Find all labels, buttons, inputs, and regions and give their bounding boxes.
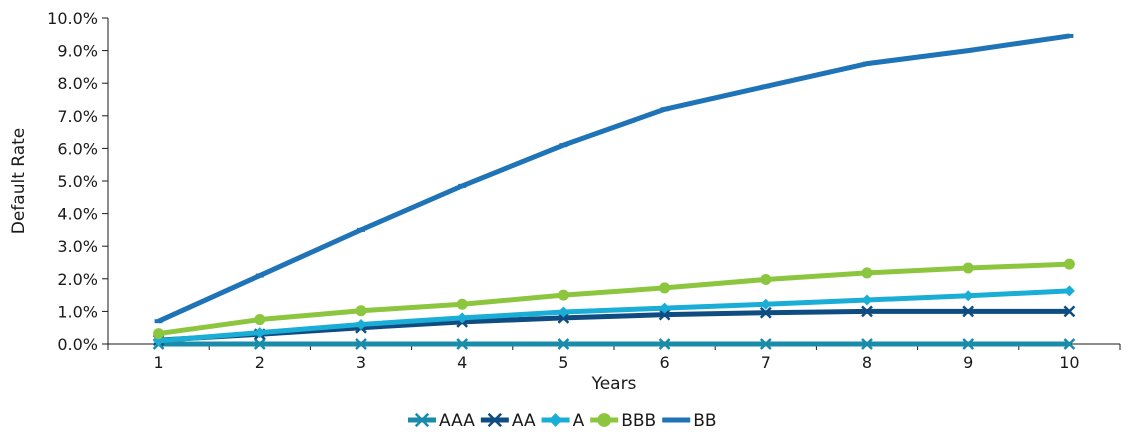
data-point-a	[1063, 285, 1075, 297]
data-point-bbb	[861, 267, 873, 279]
series-layer	[152, 33, 1076, 350]
y-tick-label: 8.0%	[57, 74, 98, 93]
legend-marker-aa	[487, 412, 502, 428]
y-tick-label: 5.0%	[57, 172, 98, 191]
data-point-a	[861, 294, 873, 306]
legend-item-bb: BB	[662, 411, 717, 431]
y-tick-label: 7.0%	[57, 107, 98, 126]
series-line-bb	[157, 33, 1070, 324]
y-axis-title: Default Rate	[9, 128, 29, 235]
series-line-a	[158, 288, 1070, 344]
legend-item-bbb: BBB	[590, 411, 656, 431]
y-tick-label: 0.0%	[57, 335, 98, 354]
series-line-bbb	[158, 261, 1070, 337]
data-point-aa	[962, 305, 975, 318]
x-tick-label: 3	[356, 353, 366, 372]
x-tick-label: 9	[963, 353, 973, 372]
x-axis-ticks: 1 2 3 4 5 6 7 8 9 10	[107, 344, 1121, 372]
data-point-aa	[861, 305, 873, 318]
y-tick-label: 4.0%	[57, 205, 98, 224]
y-axis-ticks: 0.0% 1.0% 2.0% 3.0% 4.0% 5.0% 6.0% 7.0% 8.0% 9.0%…	[47, 9, 108, 354]
legend-label-bbb: BBB	[621, 411, 656, 431]
series-aaa	[152, 338, 1076, 350]
data-point-aaa	[355, 338, 367, 350]
data-point-bbb	[962, 262, 974, 274]
data-point-bbb	[760, 273, 772, 285]
legend-item-a: A	[541, 411, 585, 431]
data-point-aaa	[1063, 338, 1076, 350]
x-tick-label: 8	[862, 353, 872, 372]
legend-label-aaa: AAA	[439, 411, 475, 431]
x-tick-label: 2	[255, 353, 265, 372]
legend-marker-aaa	[414, 412, 430, 428]
data-point-a	[659, 302, 671, 314]
data-point-bbb	[254, 314, 266, 326]
data-point-bbb	[456, 298, 468, 310]
legend-marker-a	[548, 413, 563, 427]
data-point-aa	[759, 306, 772, 319]
x-tick-label: 7	[761, 353, 771, 372]
y-tick-label: 1.0%	[57, 302, 98, 321]
x-tick-label: 6	[660, 353, 670, 372]
data-point-a	[355, 318, 367, 330]
y-tick-label: 3.0%	[57, 237, 98, 256]
data-point-aaa	[658, 338, 671, 350]
legend: AAA AA A BBB BB	[408, 411, 717, 431]
data-point-a	[254, 327, 266, 339]
x-tick-label: 10	[1059, 353, 1079, 372]
x-tick-label: 4	[457, 353, 467, 372]
y-tick-label: 6.0%	[57, 139, 98, 158]
data-point-aa	[1063, 305, 1076, 318]
data-point-aaa	[557, 338, 570, 350]
x-tick-label: 1	[154, 353, 164, 372]
data-point-a	[557, 306, 569, 318]
data-point-bbb	[1063, 258, 1075, 270]
data-point-bbb	[355, 305, 367, 317]
data-point-aaa	[759, 338, 772, 350]
y-tick-label: 9.0%	[57, 42, 98, 61]
y-tick-label: 10.0%	[47, 9, 98, 28]
legend-label-bb: BB	[693, 411, 716, 431]
legend-marker-bbb	[597, 413, 612, 427]
legend-label-a: A	[573, 411, 585, 431]
y-tick-label: 2.0%	[57, 270, 98, 289]
data-point-bbb	[659, 282, 671, 294]
data-point-bbb	[557, 289, 569, 301]
data-point-aaa	[861, 338, 873, 350]
data-point-a	[962, 290, 974, 302]
data-point-a	[456, 312, 468, 324]
series-bb	[154, 33, 1074, 324]
data-point-aa	[658, 308, 671, 321]
legend-item-aaa: AAA	[408, 411, 475, 431]
series-bbb	[153, 258, 1075, 340]
data-point-a	[760, 298, 772, 310]
legend-item-aa: AA	[480, 411, 536, 431]
x-tick-label: 5	[558, 353, 568, 372]
data-point-bbb	[153, 328, 165, 340]
legend-label-aa: AA	[512, 411, 536, 431]
series-a	[153, 285, 1075, 347]
data-point-aaa	[253, 338, 266, 350]
data-point-aaa	[962, 338, 975, 350]
x-axis-title: Years	[591, 374, 637, 394]
data-point-aaa	[456, 338, 469, 350]
